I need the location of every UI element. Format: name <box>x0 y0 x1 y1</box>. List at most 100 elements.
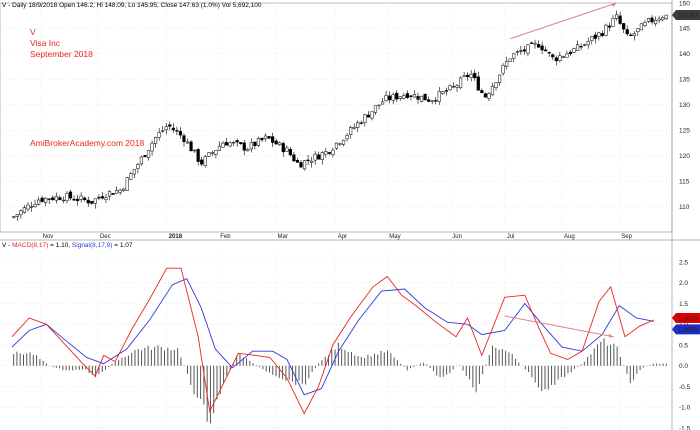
candle-body <box>139 156 144 165</box>
price-tick-label: 140 <box>679 51 690 58</box>
candle-body <box>402 95 406 99</box>
candle-body <box>150 142 154 152</box>
candle-body <box>629 34 633 36</box>
candle-body <box>242 142 246 151</box>
candle-body <box>657 18 661 21</box>
price-badge-label: 147.63 <box>678 12 698 19</box>
candle-body <box>547 52 551 54</box>
macd-tick-label: 2.5 <box>679 259 688 266</box>
price-tick-label: 125 <box>679 128 690 135</box>
candle-body <box>497 74 502 83</box>
price-tick-label: 115 <box>679 178 690 185</box>
price-tick-label: 135 <box>679 77 690 84</box>
candle-body <box>349 127 353 135</box>
candle-body <box>625 29 629 35</box>
candle-body <box>86 199 90 204</box>
month-label: 2018 <box>169 234 183 240</box>
candle-body <box>529 42 534 44</box>
candle-body <box>632 33 636 36</box>
candle-body <box>490 85 495 96</box>
candle-body <box>214 150 218 155</box>
candle-body <box>476 76 480 91</box>
candle-body <box>363 114 367 123</box>
price-trendline-arrow <box>611 3 617 7</box>
candle-body <box>111 193 115 195</box>
candle-body <box>239 142 243 145</box>
candlestick-series <box>12 10 668 222</box>
candle-body <box>196 149 200 162</box>
candle-body <box>235 140 239 143</box>
month-label: Aug <box>564 234 575 240</box>
candle-body <box>47 198 51 200</box>
candle-body <box>68 191 73 199</box>
candle-body <box>512 53 516 59</box>
candle-body <box>317 154 321 160</box>
candle-body <box>455 85 459 88</box>
candle-body <box>338 143 342 145</box>
candle-body <box>178 131 183 136</box>
candle-body <box>122 188 126 191</box>
candle-body <box>104 197 108 200</box>
candle-body <box>561 56 565 58</box>
candle-body <box>278 142 282 145</box>
candle-body <box>551 54 555 58</box>
candle-body <box>146 150 151 158</box>
candle-body <box>310 160 314 163</box>
candle-body <box>29 206 34 208</box>
month-label: Mar <box>278 234 288 240</box>
candle-body <box>558 55 562 62</box>
candle-body <box>398 96 402 99</box>
candle-body <box>171 127 175 131</box>
candle-body <box>356 122 360 128</box>
candle-body <box>302 160 307 170</box>
candle-body <box>203 156 207 166</box>
candle-body <box>395 92 399 100</box>
candle-body <box>58 197 62 201</box>
candle-body <box>653 20 658 25</box>
candle-body <box>182 135 186 142</box>
candle-body <box>622 23 626 30</box>
candle-body <box>430 100 434 102</box>
candle-body <box>643 22 647 26</box>
price-tick-label: 110 <box>679 204 690 211</box>
candle-body <box>444 90 448 92</box>
candle-body <box>462 75 466 77</box>
period-label: September 2018 <box>30 49 93 59</box>
candle-body <box>118 189 122 193</box>
candle-body <box>132 169 136 175</box>
month-axis: Nov Dec 2018 Feb Mar Apr May Jun Jul Aug Sep <box>43 234 633 240</box>
candle-body <box>526 44 530 54</box>
candle-body <box>618 15 622 24</box>
candle-body <box>253 141 257 147</box>
candle-body <box>15 214 19 217</box>
candle-body <box>494 82 498 88</box>
candle-body <box>646 18 651 22</box>
candle-body <box>661 17 665 21</box>
candle-body <box>281 143 285 153</box>
month-label: Apr <box>338 234 347 240</box>
candle-body <box>136 164 140 169</box>
candle-body <box>473 72 477 79</box>
candle-body <box>639 23 644 31</box>
candle-body <box>600 33 604 36</box>
candle-body <box>345 135 349 140</box>
candle-body <box>487 93 491 99</box>
candle-body <box>299 162 303 168</box>
candle-body <box>501 64 505 74</box>
candle-body <box>579 45 583 48</box>
macd-tick-label: 0.0 <box>679 363 688 370</box>
candle-body <box>228 142 232 147</box>
price-badge-shape <box>672 10 700 21</box>
candle-body <box>611 18 615 27</box>
candle-body <box>51 197 55 201</box>
candle-body <box>154 136 158 144</box>
price-trendline-segment <box>510 2 617 40</box>
candle-body <box>210 152 214 154</box>
candle-body <box>306 159 310 162</box>
candle-body <box>143 155 147 158</box>
candle-body <box>324 151 328 155</box>
macd-gridlines <box>0 250 672 429</box>
candle-body <box>115 190 119 194</box>
month-label: Jun <box>452 234 462 240</box>
